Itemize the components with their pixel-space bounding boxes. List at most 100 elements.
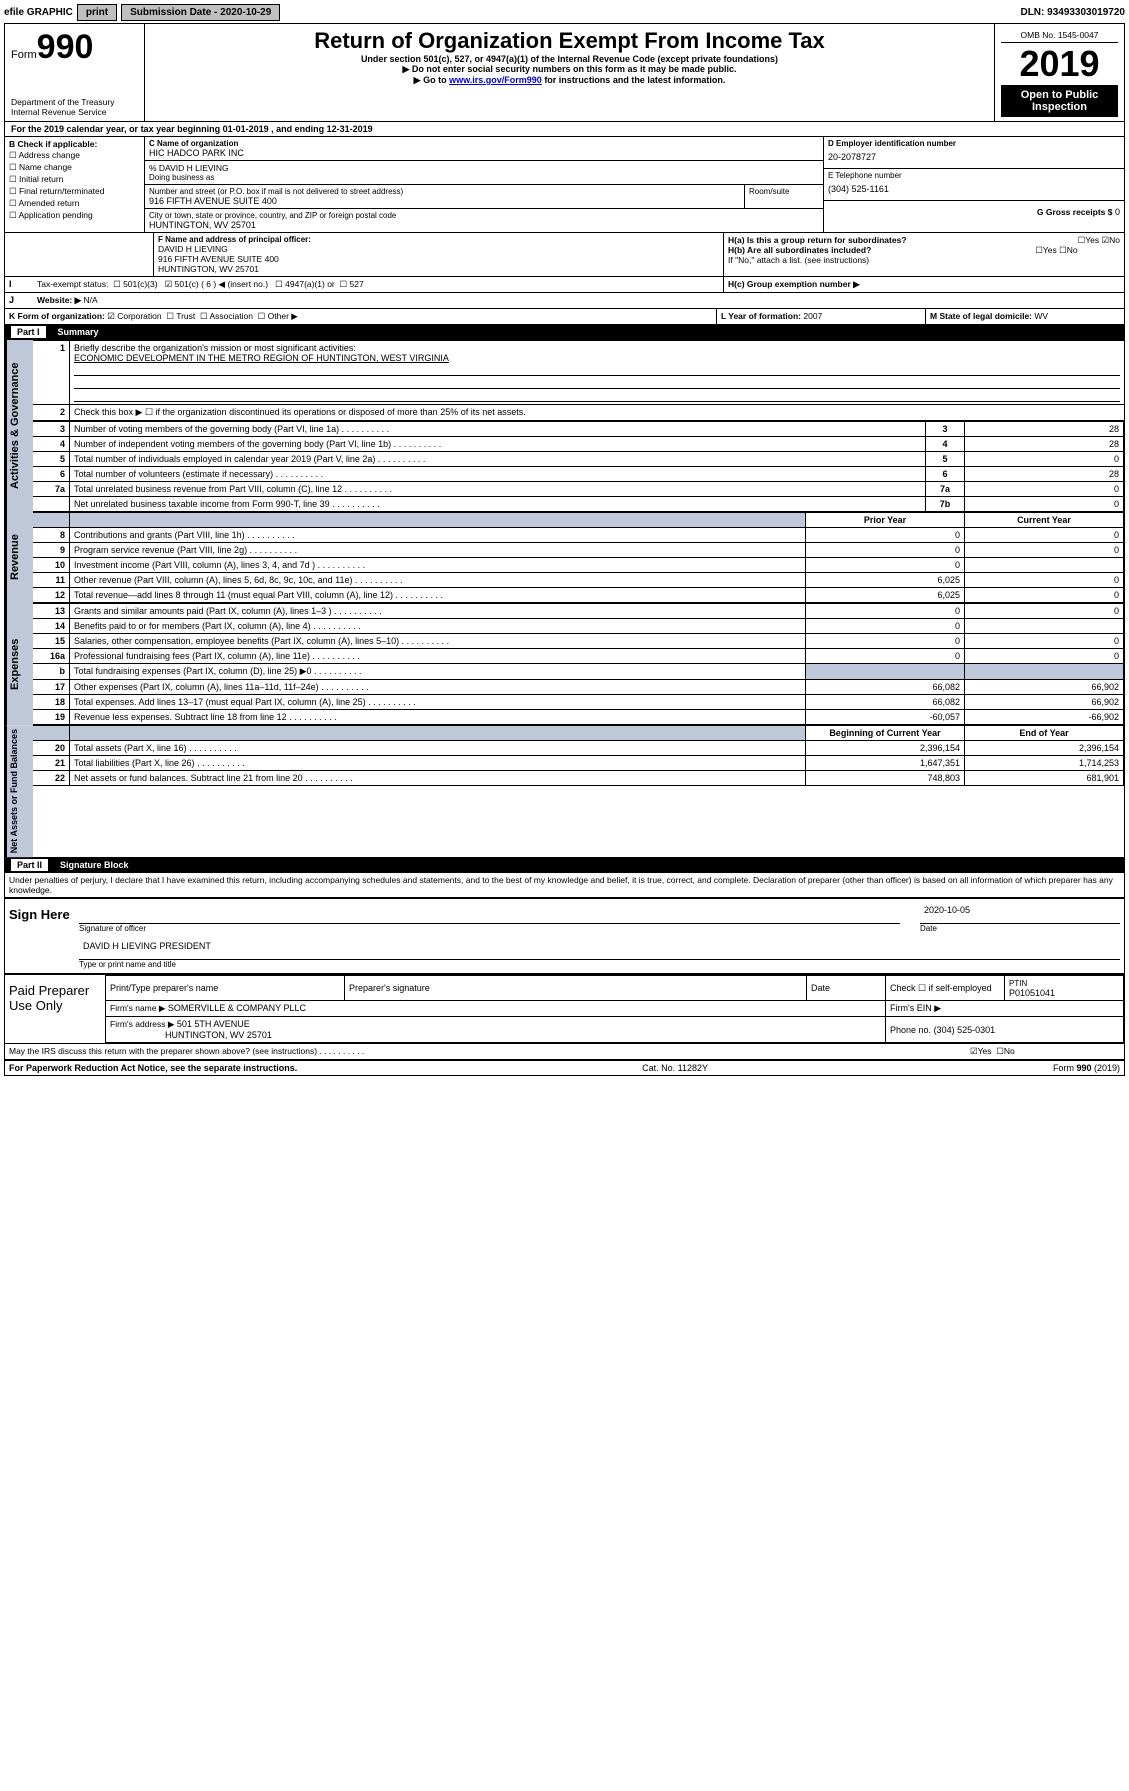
open-to-public: Open to Public Inspection — [1001, 85, 1118, 117]
chk-amended[interactable]: ☐ Amended return — [9, 198, 140, 209]
year-formation: 2007 — [803, 311, 822, 321]
footer-mid: Cat. No. 11282Y — [642, 1063, 708, 1073]
g-label: G Gross receipts $ — [1037, 207, 1113, 217]
summary-row: 7aTotal unrelated business revenue from … — [33, 482, 1124, 497]
section-b: B Check if applicable: ☐ Address change … — [5, 137, 145, 232]
firm-addr2: HUNTINGTON, WV 25701 — [165, 1030, 272, 1040]
phone-value: (304) 525-1161 — [828, 180, 1120, 198]
part1-header: Part I Summary — [5, 324, 1124, 340]
form-number: 990 — [37, 28, 94, 66]
summary-row: 4Number of independent voting members of… — [33, 437, 1124, 452]
gross-receipts: 0 — [1115, 207, 1120, 217]
dept-treasury: Department of the Treasury Internal Reve… — [11, 97, 138, 117]
summary-row: 5Total number of individuals employed in… — [33, 452, 1124, 467]
summary-row: 13Grants and similar amounts paid (Part … — [33, 604, 1124, 619]
summary-row: 14Benefits paid to or for members (Part … — [33, 619, 1124, 634]
l-label: L Year of formation: — [721, 311, 801, 321]
summary-grid: Activities & Governance 1 Briefly descri… — [5, 340, 1124, 857]
d-label: D Employer identification number — [828, 139, 1120, 148]
org-city: HUNTINGTON, WV 25701 — [149, 220, 819, 230]
form-header: Form990 Department of the Treasury Inter… — [5, 24, 1124, 122]
summary-row: 10Investment income (Part VIII, column (… — [33, 558, 1124, 573]
ptin-label: PTIN — [1009, 979, 1027, 988]
i-label: Tax-exempt status: — [37, 279, 108, 289]
chk-application-pending[interactable]: ☐ Application pending — [9, 210, 140, 221]
ag-rows-table: 3Number of voting members of the governi… — [33, 421, 1124, 512]
q2-text: Check this box ▶ ☐ if the organization d… — [70, 405, 1125, 421]
ptin-val: P01051041 — [1009, 988, 1055, 998]
officer-sig-field[interactable] — [79, 903, 900, 924]
firm-addr1: 501 5TH AVENUE — [177, 1019, 250, 1029]
tax-year: 2019 — [1001, 43, 1118, 85]
summary-row: bTotal fundraising expenses (Part IX, co… — [33, 664, 1124, 680]
part2-label: Part II — [11, 859, 48, 871]
summary-table-ag: 1 Briefly describe the organization's mi… — [33, 340, 1124, 421]
paid-h1: Print/Type preparer's name — [106, 976, 345, 1001]
m-label: M State of legal domicile: — [930, 311, 1032, 321]
part2-header: Part II Signature Block — [5, 857, 1124, 873]
officer-addr1: 916 FIFTH AVENUE SUITE 400 — [158, 254, 719, 264]
firm-name: SOMERVILLE & COMPANY PLLC — [168, 1003, 306, 1013]
side-revenue: Revenue — [5, 512, 33, 603]
summary-row: 9Program service revenue (Part VIII, lin… — [33, 543, 1124, 558]
discuss-q: May the IRS discuss this return with the… — [5, 1044, 966, 1059]
sign-here-label: Sign Here — [5, 899, 75, 973]
print-button[interactable]: print — [77, 4, 117, 21]
chk-final-return[interactable]: ☐ Final return/terminated — [9, 186, 140, 197]
sig-label: Signature of officer — [79, 924, 900, 933]
discuss-row: May the IRS discuss this return with the… — [5, 1043, 1124, 1059]
firm-ein-label: Firm's EIN ▶ — [886, 1001, 1124, 1017]
name-title-label: Type or print name and title — [79, 960, 1120, 969]
instructions-link[interactable]: www.irs.gov/Form990 — [449, 75, 542, 85]
mission-text: ECONOMIC DEVELOPMENT IN THE METRO REGION… — [74, 353, 449, 363]
firm-label: Firm's name ▶ — [110, 1003, 165, 1013]
row-klm: K Form of organization: ☑ Corporation ☐ … — [5, 308, 1124, 324]
form-title: Return of Organization Exempt From Incom… — [151, 28, 988, 54]
c-addr-label: Number and street (or P.O. box if mail i… — [149, 187, 740, 196]
c-city-label: City or town, state or province, country… — [149, 211, 819, 220]
chk-address-change[interactable]: ☐ Address change — [9, 150, 140, 161]
part1-label: Part I — [11, 326, 46, 338]
submission-date-button[interactable]: Submission Date - 2020-10-29 — [121, 4, 280, 21]
summary-row: 15Salaries, other compensation, employee… — [33, 634, 1124, 649]
form-container: Form990 Department of the Treasury Inter… — [4, 23, 1125, 1076]
summary-row: 19Revenue less expenses. Subtract line 1… — [33, 710, 1124, 725]
form-word: Form — [11, 49, 37, 61]
org-name: HIC HADCO PARK INC — [149, 148, 819, 158]
state-domicile: WV — [1034, 311, 1048, 321]
paid-h4a: Check ☐ if self-employed — [886, 976, 1005, 1001]
form-subtitle-2: ▶ Do not enter social security numbers o… — [151, 64, 988, 75]
firm-phone-label: Phone no. — [890, 1025, 931, 1035]
j-label: Website: ▶ — [37, 295, 81, 305]
line-a: For the 2019 calendar year, or tax year … — [5, 122, 1124, 137]
paid-preparer-block: Paid Preparer Use Only Print/Type prepar… — [5, 973, 1124, 1043]
footer-right: Form 990 (2019) — [1053, 1063, 1120, 1073]
part2-title: Signature Block — [60, 860, 129, 870]
f-label: F Name and address of principal officer: — [158, 235, 719, 244]
info-block: B Check if applicable: ☐ Address change … — [5, 137, 1124, 232]
ha-label: H(a) Is this a group return for subordin… — [728, 235, 907, 245]
summary-row: 22Net assets or fund balances. Subtract … — [33, 771, 1124, 786]
summary-row: 17Other expenses (Part IX, column (A), l… — [33, 680, 1124, 695]
paid-table: Print/Type preparer's name Preparer's si… — [105, 975, 1124, 1043]
summary-row: Net unrelated business taxable income fr… — [33, 497, 1124, 512]
section-c: C Name of organization HIC HADCO PARK IN… — [145, 137, 824, 232]
efile-label: efile GRAPHIC — [4, 7, 73, 18]
topbar: efile GRAPHIC print Submission Date - 20… — [4, 4, 1125, 21]
officer-addr2: HUNTINGTON, WV 25701 — [158, 264, 719, 274]
room-suite-label: Room/suite — [745, 185, 823, 208]
summary-row: 3Number of voting members of the governi… — [33, 422, 1124, 437]
form-subtitle-1: Under section 501(c), 527, or 4947(a)(1)… — [151, 54, 988, 64]
side-netassets: Net Assets or Fund Balances — [5, 725, 33, 857]
chk-initial-return[interactable]: ☐ Initial return — [9, 174, 140, 185]
paid-label: Paid Preparer Use Only — [5, 975, 105, 1043]
na-table: Beginning of Current Year End of Year 20… — [33, 725, 1124, 786]
summary-row: 16aProfessional fundraising fees (Part I… — [33, 649, 1124, 664]
sign-here-block: Sign Here Signature of officer 2020-10-0… — [5, 897, 1124, 973]
firm-phone: (304) 525-0301 — [934, 1025, 996, 1035]
sub3-pre: ▶ Go to — [414, 75, 449, 85]
summary-row: 21Total liabilities (Part X, line 26)1,6… — [33, 756, 1124, 771]
dba-label: Doing business as — [149, 173, 819, 182]
chk-name-change[interactable]: ☐ Name change — [9, 162, 140, 173]
care-of: % DAVID H LIEVING — [149, 163, 819, 173]
